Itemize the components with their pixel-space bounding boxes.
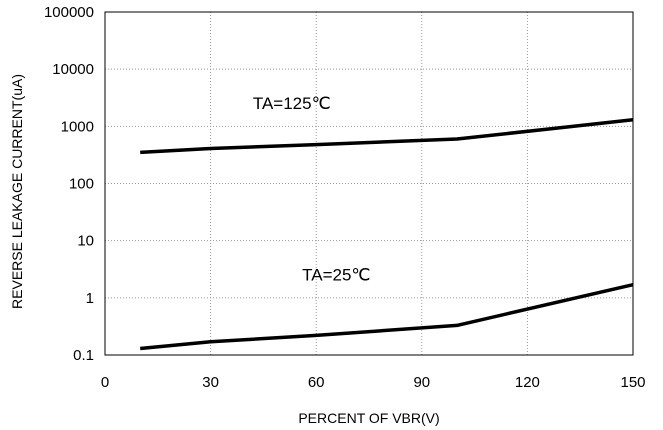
y-tick-label: 1 — [86, 290, 94, 307]
x-tick-label: 30 — [202, 374, 219, 391]
y-tick-label: 10000 — [52, 61, 94, 78]
plot-area-frame — [104, 11, 634, 356]
x-tick-label: 0 — [101, 374, 109, 391]
x-axis-title: PERCENT OF VBR(V) — [298, 410, 439, 426]
x-tick-label: 90 — [413, 374, 430, 391]
x-tick-label: 150 — [620, 374, 645, 391]
series-layer — [140, 118, 634, 351]
y-tick-label: 1000 — [61, 118, 94, 135]
series-line-2 — [140, 282, 634, 351]
x-tick-label: 120 — [515, 374, 540, 391]
y-tick-label: 100 — [69, 176, 94, 193]
series-line-1 — [140, 118, 634, 155]
annotation-label-1: TA=125℃ — [253, 94, 331, 113]
annotations: TA=125℃ TA=25℃ — [253, 94, 371, 285]
tick-labels: 0 30 60 90 120 150 0.1 1 10 100 1000 10000 100000 — [44, 4, 646, 391]
x-tick-label: 60 — [308, 374, 325, 391]
y-tick-label: 100000 — [44, 4, 94, 21]
grid-lines — [105, 12, 633, 355]
annotation-label-2: TA=25℃ — [302, 266, 370, 285]
y-tick-label: 0.1 — [73, 347, 94, 364]
y-tick-label: 10 — [77, 233, 94, 250]
y-axis-title: REVERSE LEAKAGE CURRENT(uA) — [9, 74, 25, 309]
